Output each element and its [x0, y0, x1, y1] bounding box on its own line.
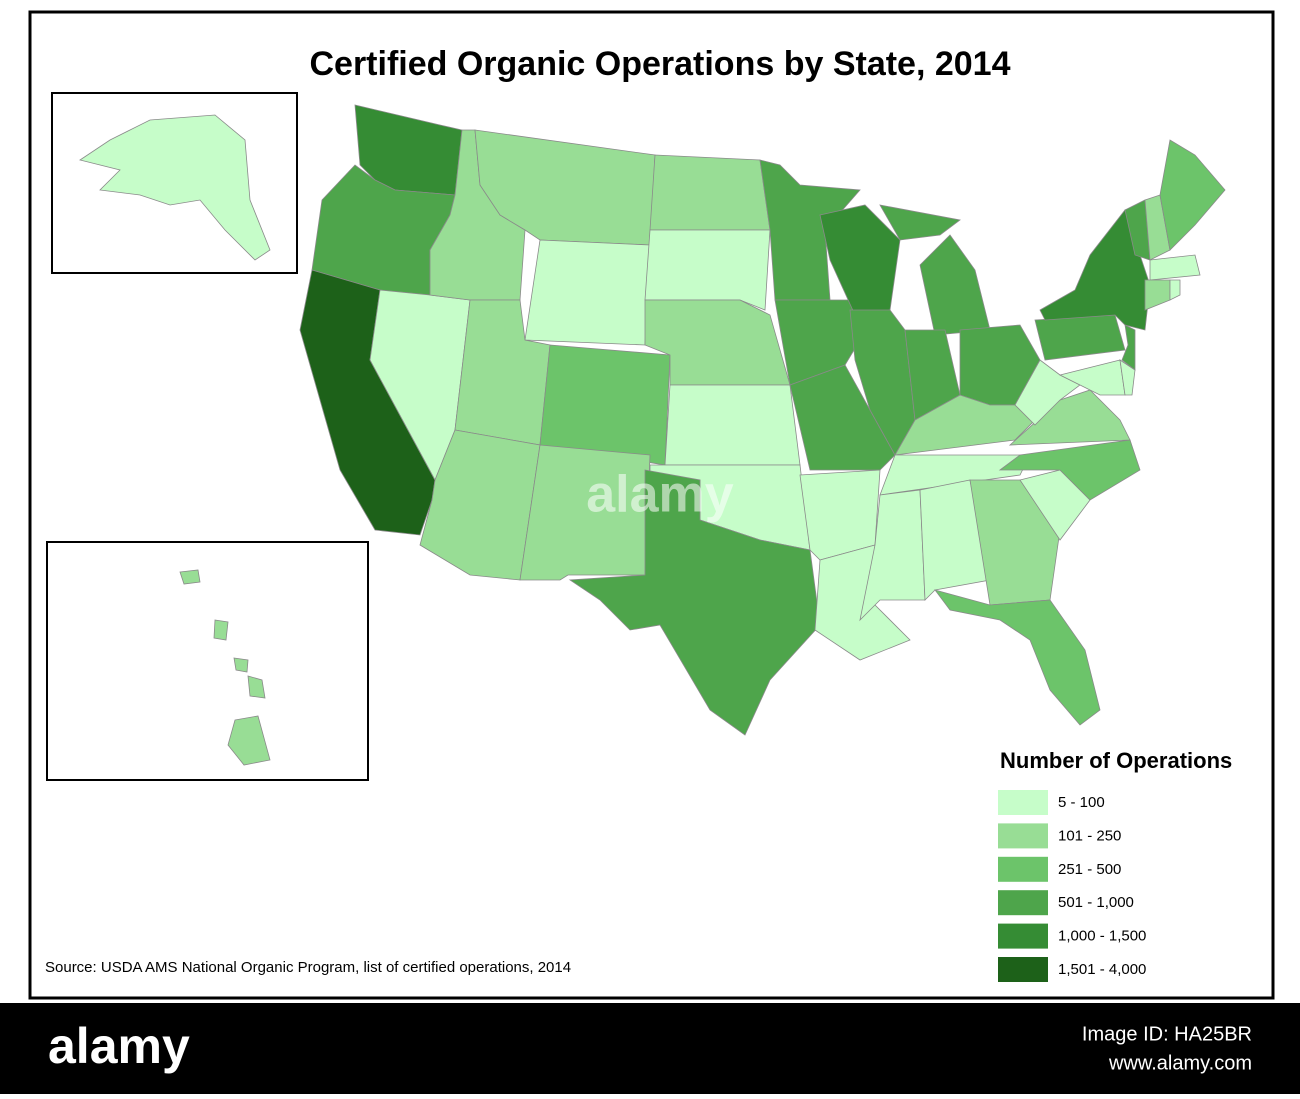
- title: Certified Organic Operations by State, 2…: [309, 45, 1010, 83]
- hawaii-inset: [46, 541, 369, 781]
- state: [1169, 279, 1181, 301]
- state: [649, 154, 771, 231]
- legend-swatch: [998, 856, 1048, 882]
- state: [774, 299, 861, 386]
- state: [998, 439, 1141, 501]
- state: [1159, 139, 1226, 251]
- state: [1119, 359, 1136, 396]
- footer-bar: [0, 1003, 1300, 1094]
- footer-logo: alamy: [48, 1018, 190, 1074]
- legend-label: 1,501 - 4,000: [1058, 961, 1146, 978]
- legend: 5 - 100 101 - 250 251 - 500 501 - 1,000 1,00…: [998, 790, 1146, 982]
- legend-label: 1,000 - 1,500: [1058, 928, 1146, 945]
- states: [79, 104, 1226, 766]
- legend-title: Number of Operations: [1000, 748, 1232, 773]
- legend-label: 251 - 500: [1058, 861, 1121, 878]
- source-note: Source: USDA AMS National Organic Progra…: [45, 959, 571, 976]
- state: [879, 454, 1031, 496]
- legend-label: 5 - 100: [1058, 794, 1105, 811]
- state: [644, 229, 771, 311]
- legend-swatch: [998, 923, 1048, 949]
- state: [227, 715, 271, 766]
- legend-label: 101 - 250: [1058, 827, 1121, 844]
- state: [969, 479, 1061, 606]
- state: [1149, 254, 1201, 281]
- state: [919, 234, 991, 336]
- state: [79, 114, 271, 261]
- state: [179, 569, 201, 585]
- state: [1058, 359, 1126, 396]
- footer-url: www.alamy.com: [1108, 1052, 1252, 1074]
- frame: [28, 10, 1275, 1000]
- state: [519, 444, 651, 581]
- state: [933, 589, 1101, 726]
- state: [879, 204, 961, 241]
- state: [213, 619, 229, 641]
- state: [1121, 324, 1136, 371]
- legend-swatch: [998, 890, 1048, 916]
- state: [919, 479, 991, 601]
- state: [568, 469, 821, 736]
- state: [233, 657, 249, 673]
- legend-swatch: [998, 823, 1048, 849]
- alaska-inset: [51, 92, 298, 274]
- watermark: alamy: [586, 466, 734, 524]
- footer-image-id: Image ID: HA25BR: [1082, 1023, 1252, 1045]
- state: [524, 239, 651, 346]
- legend-swatch: [998, 790, 1048, 815]
- state: [247, 675, 266, 699]
- legend-swatch: [998, 957, 1048, 982]
- legend-label: 501 - 1,000: [1058, 894, 1134, 911]
- state: [664, 384, 801, 466]
